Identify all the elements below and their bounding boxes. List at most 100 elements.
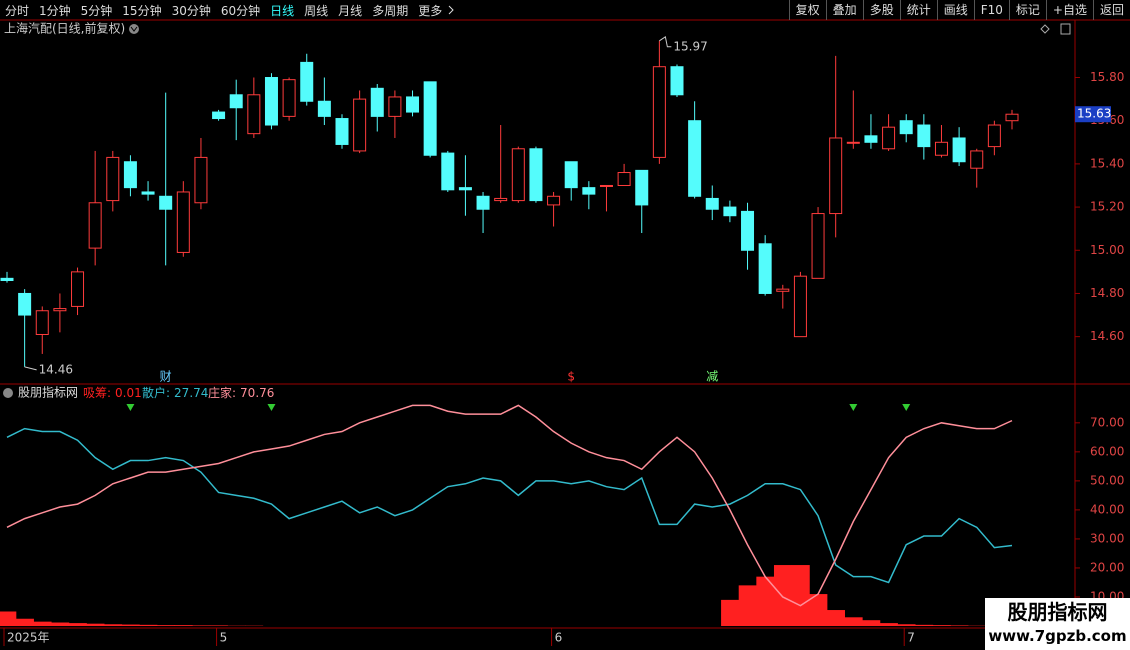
candle-body — [705, 197, 719, 210]
bar — [174, 625, 193, 626]
period-tab[interactable]: 60分钟 — [220, 3, 261, 18]
bar — [209, 625, 228, 626]
tool-button[interactable]: 返回 — [1092, 0, 1130, 20]
tool-button[interactable]: F10 — [973, 0, 1009, 20]
y-tick-label: 30.00 — [1090, 531, 1124, 545]
icon[interactable] — [1040, 24, 1050, 34]
x-tick-label: 5 — [220, 631, 228, 645]
period-tab[interactable]: 1分钟 — [39, 3, 71, 18]
legend-entry: 庄家: 70.76 — [208, 385, 274, 400]
x-tick-label: 6 — [555, 631, 563, 645]
bar — [809, 594, 828, 626]
legend-value: 70.76 — [240, 386, 274, 400]
y-tick-label: 15.80 — [1090, 70, 1124, 84]
bar — [103, 624, 123, 626]
bar — [844, 617, 863, 626]
candle-body — [53, 308, 67, 312]
legend-entry: 吸筹: 0.01 — [83, 386, 142, 400]
signal-marker — [849, 404, 858, 411]
period-tab[interactable]: 5分钟 — [80, 3, 113, 18]
bar — [791, 565, 810, 626]
candle-body — [829, 137, 843, 215]
event-marker: 减 — [706, 370, 718, 384]
period-tab[interactable]: 日线 — [270, 3, 295, 18]
bar — [773, 565, 793, 626]
candle-body — [670, 66, 684, 96]
event-marker: 财 — [160, 370, 172, 384]
tool-button[interactable]: 复权 — [788, 0, 826, 20]
candle-body — [88, 202, 102, 249]
bar — [192, 625, 211, 626]
signal-marker — [267, 404, 276, 411]
candle-body — [723, 206, 737, 217]
candle-body — [934, 141, 948, 156]
period-tab[interactable]: 月线 — [338, 3, 363, 18]
y-tick-label: 40.00 — [1090, 502, 1124, 516]
bar — [156, 625, 175, 626]
candle-body — [547, 195, 561, 206]
tool-button[interactable]: +自选 — [1045, 0, 1093, 20]
bar — [915, 624, 934, 626]
bar — [68, 623, 87, 626]
candle-body — [652, 66, 666, 158]
candle-body — [688, 120, 702, 197]
period-tab[interactable]: 更多 — [418, 3, 443, 18]
candle-body — [123, 161, 137, 189]
legend-entry: 散户: 27.74 — [142, 385, 208, 400]
legend-name: 散户: — [142, 385, 170, 400]
candle-body — [317, 100, 331, 117]
period-tab[interactable]: 30分钟 — [171, 3, 211, 18]
candle-body — [406, 96, 420, 113]
menu-icon[interactable] — [129, 24, 139, 34]
tool-button[interactable]: 统计 — [899, 0, 937, 20]
menu-icon-arrow — [130, 26, 138, 32]
period-tab[interactable]: 15分钟 — [122, 3, 162, 18]
candle-body — [264, 77, 278, 126]
high-annotation: 15.97 — [673, 39, 707, 53]
icon[interactable] — [1060, 23, 1071, 35]
menu-icon[interactable] — [3, 388, 13, 398]
candle-body — [511, 148, 525, 202]
period-tab[interactable]: 周线 — [304, 3, 329, 18]
bar — [139, 624, 158, 626]
candle-body — [952, 137, 966, 163]
tool-button[interactable]: 多股 — [862, 0, 900, 20]
candle-body — [635, 169, 649, 206]
y-tick-label: 70.00 — [1090, 415, 1124, 429]
legend-value: 0.01 — [115, 386, 142, 400]
candle-body — [441, 152, 455, 191]
candle-body — [71, 271, 85, 307]
candle-body — [599, 184, 613, 187]
y-tick-label: 15.20 — [1090, 200, 1124, 214]
y-tick-label: 14.60 — [1090, 329, 1124, 343]
candle-body — [617, 172, 631, 186]
candle-body — [970, 150, 984, 169]
candle-body — [582, 187, 596, 195]
tool-buttons: 复权 叠加 多股 统计 画线 F10 标记 +自选 返回 — [788, 0, 1130, 20]
period-tab[interactable]: 多周期 — [372, 3, 409, 18]
period-tabs: 分时 1分钟 5分钟 15分钟 30分钟 60分钟 日线 周线 月线 多周期 更多 — [0, 0, 455, 20]
tool-button[interactable]: 标记 — [1008, 0, 1046, 20]
bar — [950, 625, 969, 626]
price-tag — [1075, 106, 1111, 123]
tool-button[interactable]: 叠加 — [825, 0, 863, 20]
candle-body — [476, 195, 490, 210]
period-tab[interactable]: 分时 — [5, 3, 30, 18]
candle-body — [987, 124, 1001, 148]
y-tick-label: 20.00 — [1090, 560, 1124, 574]
price-tag-label: 15.63 — [1077, 107, 1111, 121]
bar — [86, 623, 105, 626]
y-tick-label: 15.00 — [1090, 243, 1124, 257]
candle-body — [864, 135, 878, 143]
y-tick-label: 60.00 — [1090, 444, 1124, 458]
candle-body — [899, 120, 913, 135]
bar — [738, 585, 757, 626]
legend-value: 27.74 — [174, 386, 208, 400]
candle-body — [564, 161, 578, 189]
bar — [121, 624, 140, 626]
candle-body — [18, 292, 32, 316]
tool-button[interactable]: 画线 — [936, 0, 974, 20]
candle-body — [917, 124, 931, 148]
line — [6, 427, 1013, 584]
